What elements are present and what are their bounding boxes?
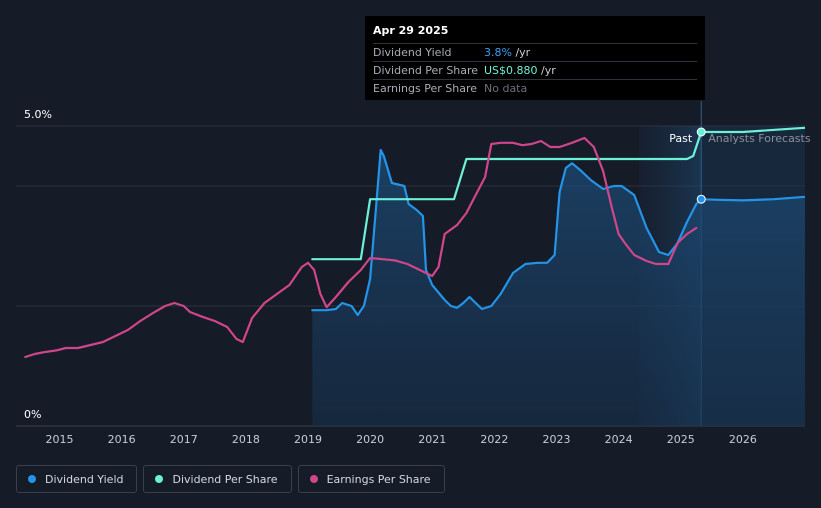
x-tick-label: 2016 — [108, 433, 136, 446]
tooltip-label: Earnings Per Share — [373, 82, 478, 95]
tooltip-value: No data — [484, 82, 528, 95]
series-lines — [24, 126, 806, 359]
earnings-per-share-line — [24, 136, 698, 359]
series-markers — [696, 127, 706, 204]
legend-item-dividend-yield[interactable]: Dividend Yield — [16, 465, 138, 493]
tooltip-suffix: /yr — [537, 64, 556, 77]
tooltip-row-dividend-yield: Dividend Yield 3.8% /yr — [373, 43, 697, 61]
x-tick-label: 2020 — [356, 433, 384, 446]
tooltip-label: Dividend Yield — [373, 46, 452, 59]
x-tick-label: 2024 — [605, 433, 633, 446]
dividend-per-share-line — [311, 130, 703, 261]
tooltip-value: US$0.880 — [484, 64, 538, 77]
x-tick-label: 2018 — [232, 433, 260, 446]
past-region-label: Past — [669, 132, 693, 145]
tooltip-label: Dividend Per Share — [373, 64, 479, 77]
tooltip-value: 3.8% — [484, 46, 512, 59]
x-tick-label: 2023 — [542, 433, 570, 446]
x-tick-label: 2017 — [170, 433, 198, 446]
x-tick-label: 2015 — [45, 433, 73, 446]
y-tick-label: 5.0% — [24, 108, 52, 121]
tooltip-suffix: /yr — [511, 46, 531, 59]
legend-dot-icon — [155, 475, 164, 483]
dividend-per-share-marker — [696, 127, 706, 137]
x-tick-label: 2025 — [667, 433, 695, 446]
legend-dot-icon — [28, 475, 36, 483]
x-tick-label: 2026 — [729, 433, 757, 446]
legend-label: Dividend Yield — [45, 472, 124, 486]
x-tick-label: 2019 — [294, 433, 322, 446]
tooltip-date: Apr 29 2025 — [373, 24, 449, 37]
legend-item-dividend-per-share[interactable]: Dividend Per Share — [143, 465, 292, 493]
hover-tooltip: Apr 29 2025 Dividend Yield 3.8% /yr Divi… — [365, 16, 705, 100]
legend-label: Earnings Per Share — [326, 472, 431, 486]
y-tick-label: 0% — [24, 408, 41, 421]
dividend-per-share-forecast-line — [701, 126, 806, 134]
forecast-region-label: Analysts Forecasts — [708, 132, 811, 145]
legend-item-earnings-per-share[interactable]: Earnings Per Share — [297, 465, 445, 493]
dividend-yield-line — [311, 148, 703, 317]
series-areas — [312, 150, 805, 426]
dividend-yield-forecast-line — [701, 195, 806, 202]
tooltip-row-earnings-per-share: Earnings Per Share No data — [373, 79, 697, 97]
chart-legend: Dividend Yield Dividend Per Share Earnin… — [16, 465, 445, 493]
x-tick-label: 2021 — [418, 433, 446, 446]
dividend-yield-marker — [696, 194, 706, 204]
legend-label: Dividend Per Share — [172, 472, 278, 486]
axis-labels: 2015 2016 2017 2018 2019 2020 2021 2022 2023 2024… — [24, 108, 757, 446]
tooltip-row-dividend-per-share: Dividend Per Share US$0.880 /yr — [373, 61, 697, 79]
x-tick-label: 2022 — [480, 433, 508, 446]
dividend-yield-area — [312, 150, 805, 426]
legend-dot-icon — [309, 475, 318, 483]
